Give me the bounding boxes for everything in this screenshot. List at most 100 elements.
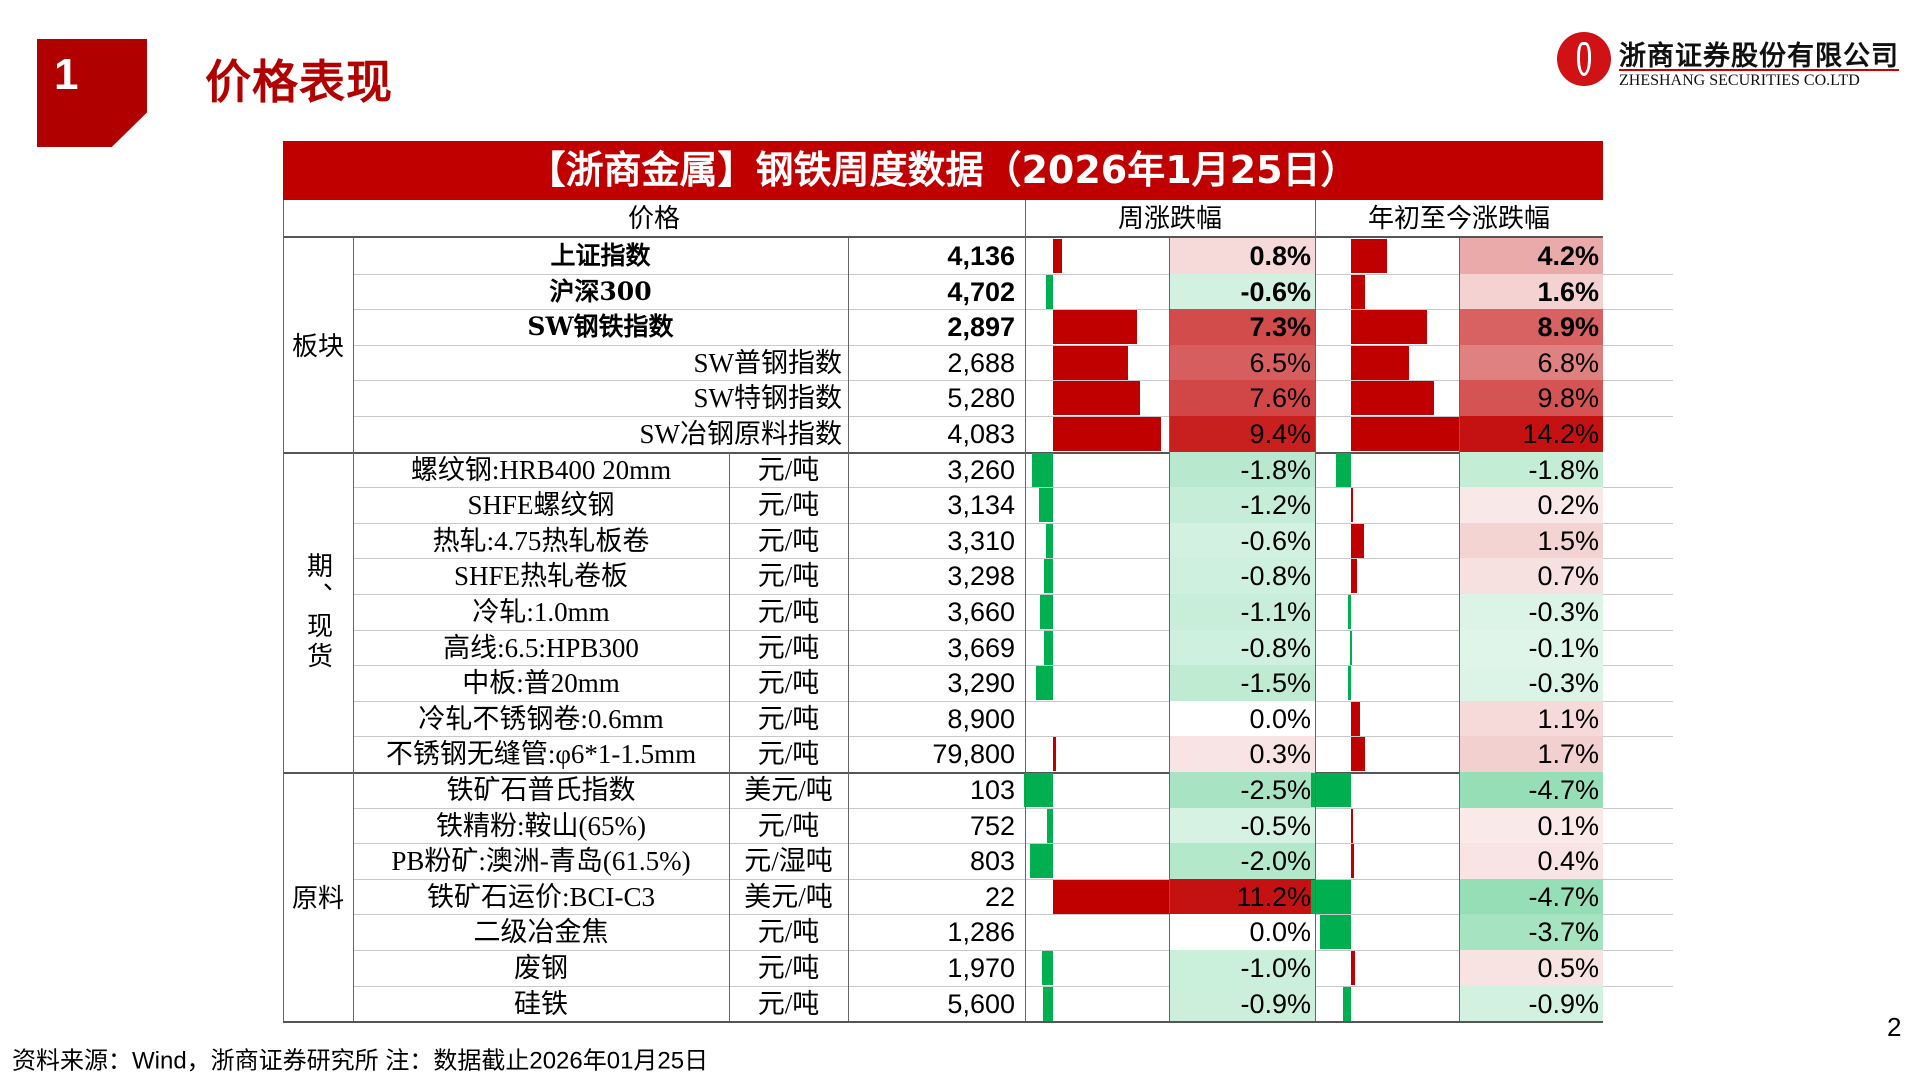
ytd-change-pct: 1.1% [1459, 700, 1603, 737]
row-name: 高线:6.5:HPB300 [443, 632, 639, 663]
weekly-change-pct: 0.3% [1169, 736, 1315, 773]
ytd-change-pct: 9.8% [1459, 380, 1603, 417]
weekly-change-pct: 9.4% [1169, 416, 1315, 452]
row-unit: 美元/吨 [744, 881, 833, 912]
row-name: SHFE螺纹钢 [467, 490, 615, 521]
column-divider [1459, 238, 1460, 1022]
weekly-change-pct: -0.9% [1169, 985, 1315, 1022]
weekly-change-pct: 6.5% [1169, 344, 1315, 381]
ytd-change-pct: 0.2% [1459, 487, 1603, 524]
row-value: 1,286 [947, 917, 1015, 948]
ytd-change-bar [1351, 417, 1472, 451]
weekly-change-pct: 11.2% [1169, 878, 1315, 915]
ytd-change-pct: 0.4% [1459, 843, 1603, 880]
ytd-change-pct: 1.7% [1459, 736, 1603, 773]
row-divider [353, 344, 1673, 346]
weekly-change-pct: 7.6% [1169, 380, 1315, 417]
section-number: 1 [54, 50, 79, 99]
company-logo: 浙商证券股份有限公司 ZHESHANG SECURITIES CO.LTD [1557, 32, 1902, 92]
row-value: 4,136 [947, 241, 1015, 271]
row-value: 4,702 [947, 276, 1015, 307]
row-name: SHFE热轧卷板 [453, 561, 629, 592]
row-divider [283, 451, 1603, 454]
row-name: 废钢 [514, 953, 568, 983]
weekly-change-bar [1030, 844, 1053, 879]
weekly-change-bar [1041, 951, 1053, 985]
row-divider [353, 629, 1673, 631]
ytd-change-bar [1348, 666, 1351, 701]
row-name: SW钢铁指数 [527, 312, 674, 342]
weekly-change-pct: -0.8% [1169, 629, 1315, 666]
header-ytd-change: 年初至今涨跌幅 [1315, 200, 1603, 238]
weekly-change-bar [1024, 773, 1053, 807]
row-divider [353, 665, 1673, 667]
row-unit: 元/吨 [757, 525, 820, 556]
row-name: 不锈钢无缝管:φ6*1-1.5mm [385, 739, 697, 770]
column-divider [1315, 200, 1316, 1022]
row-name: 螺纹钢:HRB400 20mm [410, 454, 672, 485]
row-value: 3,260 [947, 454, 1015, 485]
row-divider [353, 558, 1673, 560]
row-value: 4,083 [947, 419, 1015, 449]
row-divider [353, 309, 1673, 311]
weekly-change-pct: 0.0% [1169, 914, 1315, 951]
row-value: 3,310 [947, 525, 1015, 556]
weekly-change-pct: -0.6% [1169, 273, 1315, 310]
row-name: 铁矿石普氏指数 [446, 775, 636, 805]
row-divider [353, 950, 1673, 951]
header-price: 价格 [283, 200, 1025, 238]
ytd-change-bar [1311, 773, 1351, 807]
weekly-change-bar [1032, 452, 1053, 487]
row-value: 3,669 [947, 632, 1015, 663]
weekly-change-pct: -2.5% [1169, 772, 1315, 808]
row-divider [353, 487, 1673, 489]
row-name: 中板:普20mm [462, 668, 620, 699]
weekly-change-bar [1046, 523, 1053, 558]
weekly-change-bar [1046, 274, 1053, 309]
weekly-change-pct: -0.6% [1169, 522, 1315, 559]
source-note: 资料来源：Wind，浙商证券研究所 注：数据截止2026年01月25日 [12, 1047, 709, 1075]
row-unit: 元/吨 [757, 810, 820, 841]
ytd-change-pct: -0.3% [1459, 594, 1603, 630]
column-divider [1169, 238, 1170, 1022]
row-name: 冷轧不锈钢卷:0.6mm [418, 703, 664, 734]
ytd-change-bar [1351, 345, 1409, 380]
weekly-change-bar [1053, 381, 1141, 416]
ytd-change-bar [1335, 452, 1351, 487]
weekly-change-bar [1053, 417, 1162, 451]
weekly-change-pct: -1.5% [1169, 665, 1315, 702]
row-value: 3,290 [947, 668, 1015, 699]
row-name: 沪深300 [549, 276, 652, 306]
row-divider [353, 807, 1673, 809]
row-unit: 元/吨 [757, 739, 820, 770]
ytd-change-bar [1351, 844, 1355, 879]
logo-name-en: ZHESHANG SECURITIES CO.LTD [1619, 72, 1860, 89]
weekly-change-bar [1043, 559, 1053, 594]
weekly-change-pct: -1.2% [1169, 487, 1315, 524]
column-divider [353, 238, 354, 1022]
ytd-change-bar [1351, 488, 1353, 523]
row-name: SW冶钢原料指数 [639, 419, 843, 449]
ytd-change-bar [1351, 310, 1427, 345]
ytd-change-pct: 0.1% [1459, 807, 1603, 844]
ytd-change-pct: 1.5% [1459, 522, 1603, 559]
weekly-change-bar [1042, 986, 1053, 1021]
row-divider [353, 843, 1673, 845]
row-value: 22 [984, 881, 1015, 912]
row-value: 5,600 [947, 988, 1015, 1019]
row-name: 上证指数 [550, 241, 651, 270]
row-value: 752 [969, 810, 1015, 841]
header-weekly-change: 周涨跌幅 [1025, 200, 1315, 238]
weekly-change-pct: -0.8% [1169, 558, 1315, 595]
row-value: 803 [969, 846, 1015, 877]
row-unit: 元/吨 [757, 988, 820, 1019]
ytd-change-pct: 4.2% [1459, 238, 1603, 274]
column-divider [848, 238, 849, 1022]
page-title: 价格表现 [205, 55, 393, 109]
row-divider [353, 914, 1673, 916]
ytd-change-bar [1351, 239, 1387, 273]
row-name: 热轧:4.75热轧板卷 [432, 525, 650, 556]
weekly-change-bar [1053, 737, 1057, 772]
ytd-change-bar [1351, 559, 1357, 594]
group-label: 原料 [291, 884, 344, 915]
